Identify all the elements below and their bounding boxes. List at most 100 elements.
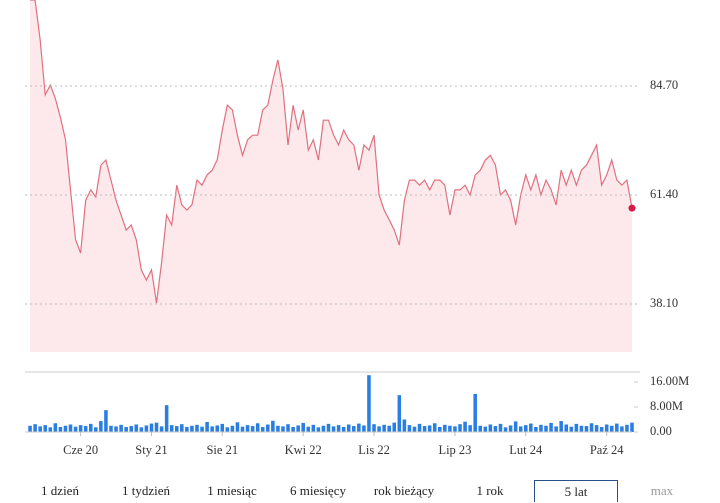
volume-bar (498, 423, 503, 432)
volume-bar (377, 426, 381, 432)
volume-bar (225, 427, 230, 432)
volume-bar (432, 423, 437, 432)
volume-bar (169, 425, 174, 432)
volume-bar (362, 425, 366, 432)
x-tick-label: Lip 23 (438, 443, 471, 457)
volume-bar (88, 423, 93, 432)
volume-bar (508, 425, 513, 432)
volume-bar (463, 421, 467, 432)
range-button[interactable]: rok bieżący (373, 483, 435, 498)
volume-bar (68, 424, 73, 432)
volume-bar (524, 425, 528, 432)
volume-bar (200, 426, 204, 432)
y-tick-label: 84.70 (650, 78, 678, 92)
volume-bar (230, 425, 235, 432)
volume-bar (539, 424, 543, 432)
volume-bar (412, 426, 417, 432)
volume-bar (579, 425, 584, 432)
volume-bar (43, 425, 48, 432)
volume-bar (544, 425, 548, 432)
volume-bar (205, 422, 209, 432)
volume-bar (564, 424, 569, 432)
x-tick-label: Sie 21 (206, 443, 238, 457)
volume-bar (316, 427, 321, 432)
volume-bar (483, 426, 488, 432)
volume-bar (341, 427, 346, 432)
volume-bar (38, 426, 42, 432)
range-button[interactable]: max (650, 483, 674, 498)
volume-bar (443, 424, 447, 432)
volume-bar (559, 421, 563, 432)
range-button[interactable]: 5 lat (534, 480, 618, 502)
chart: 38.10 61.40 84.70 0.00 8.00M 16.00M Cze 20 Sty … (25, 0, 689, 457)
volume-bar (574, 423, 579, 432)
volume-bar (104, 410, 108, 432)
volume-bar (255, 423, 260, 432)
volume-bar (174, 426, 179, 432)
volume-bar (554, 426, 558, 432)
y2-tick-label: 8.00M (650, 399, 683, 413)
x-tick-label: Sty 21 (135, 443, 167, 457)
volume-bar (180, 424, 184, 432)
volume-bar (468, 425, 472, 432)
x-tick-label: Cze 20 (63, 443, 98, 457)
volume-bar (357, 423, 361, 432)
volume-bar (336, 425, 341, 432)
x-tick-label: Lis 22 (358, 443, 390, 457)
volume-bar (286, 424, 290, 432)
volume-bar (513, 421, 518, 432)
volume-bar (609, 425, 614, 432)
volume-bar (109, 425, 113, 432)
volume-bar (604, 424, 609, 432)
volume-bar (73, 426, 78, 432)
volume-bar (190, 425, 194, 432)
volume-bar (417, 423, 422, 432)
volume-bar (28, 425, 32, 432)
volume-bar (534, 427, 538, 432)
range-button[interactable]: 6 miesięcy (290, 483, 346, 498)
y-tick-label: 38.10 (650, 296, 678, 310)
y-tick-label: 61.40 (650, 187, 678, 201)
volume-bar (220, 423, 225, 432)
volume-bar (518, 426, 523, 432)
volume-bar (306, 426, 311, 432)
volume-bar (271, 420, 275, 432)
volume-bar (569, 426, 574, 432)
volume-bar (352, 426, 356, 432)
volume-bar (94, 427, 98, 432)
volume-bar (58, 427, 63, 432)
volume-bar (210, 426, 214, 432)
x-tick-label: Paź 24 (590, 443, 624, 457)
volume-bar (78, 425, 83, 432)
volume-bar (367, 375, 371, 432)
volume-bar (589, 423, 594, 432)
range-button[interactable]: 1 rok (476, 483, 504, 498)
range-button[interactable]: 1 tydzień (121, 483, 170, 498)
volume-bar (615, 423, 619, 432)
volume-bar (620, 426, 624, 432)
volume-bar (250, 426, 255, 432)
volume-bar (154, 422, 159, 432)
last-price-dot (628, 204, 636, 212)
volume-bar (503, 427, 508, 432)
volume-bar (392, 422, 397, 432)
y2-tick-label: 0.00 (650, 424, 672, 438)
volume-bar (321, 425, 326, 432)
volume-bar (159, 426, 164, 432)
y2-tick-label: 16.00M (650, 374, 689, 388)
price-area (30, 0, 632, 352)
volume-bar (473, 393, 477, 432)
range-button[interactable]: 1 miesiąc (207, 483, 257, 498)
volume-bar (215, 425, 219, 432)
volume-bar (235, 422, 240, 432)
volume-bar (549, 422, 553, 432)
volume-bar (488, 424, 493, 432)
volume-bar (281, 426, 285, 432)
range-button[interactable]: 1 dzień (41, 483, 79, 498)
volume-bar (311, 424, 316, 432)
volume-bar (402, 419, 407, 432)
volume-bar (453, 426, 457, 432)
x-tick-label: Lut 24 (509, 443, 543, 457)
volume-bar (139, 427, 144, 432)
